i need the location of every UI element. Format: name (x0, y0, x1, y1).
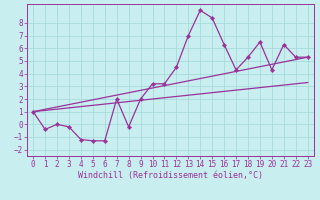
X-axis label: Windchill (Refroidissement éolien,°C): Windchill (Refroidissement éolien,°C) (78, 171, 263, 180)
